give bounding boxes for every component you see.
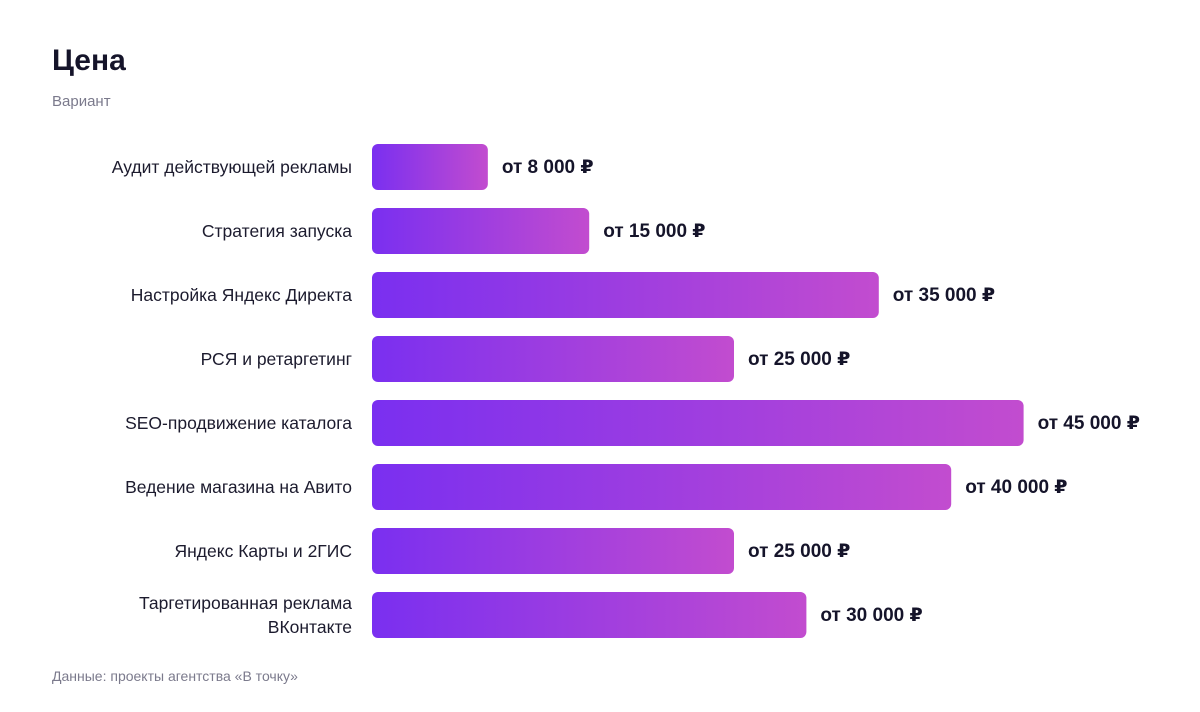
- category-label: РСЯ и ретаргетинг: [200, 349, 352, 369]
- value-label: от 40 000 ₽: [965, 477, 1067, 498]
- bar: [372, 272, 879, 318]
- value-label: от 30 000 ₽: [820, 605, 922, 626]
- bar: [372, 592, 807, 638]
- value-label: от 25 000 ₽: [748, 349, 850, 370]
- chart-title: Цена: [52, 44, 126, 77]
- bar: [372, 208, 590, 254]
- value-label: от 8 000 ₽: [502, 157, 594, 178]
- value-label: от 35 000 ₽: [893, 285, 995, 306]
- category-label: Яндекс Карты и 2ГИС: [174, 541, 352, 561]
- chart-subtitle: Вариант: [52, 93, 111, 110]
- value-label: от 25 000 ₽: [748, 541, 850, 562]
- bar: [372, 336, 734, 382]
- value-label: от 15 000 ₽: [603, 221, 705, 242]
- category-label: Таргетированная реклама ВКонтакте: [138, 593, 352, 637]
- chart-source: Данные: проекты агентства «В точку»: [52, 668, 298, 684]
- category-label: Стратегия запуска: [201, 221, 352, 241]
- bar: [372, 144, 488, 190]
- category-label: SEO-продвижение каталога: [125, 413, 352, 433]
- category-label: Аудит действующей рекламы: [111, 157, 352, 177]
- bar: [372, 464, 952, 510]
- bar: [372, 400, 1024, 446]
- bar: [372, 528, 734, 574]
- value-label: от 45 000 ₽: [1038, 413, 1140, 434]
- category-label: Ведение магазина на Авито: [125, 477, 352, 497]
- category-label: Настройка Яндекс Директа: [130, 285, 352, 305]
